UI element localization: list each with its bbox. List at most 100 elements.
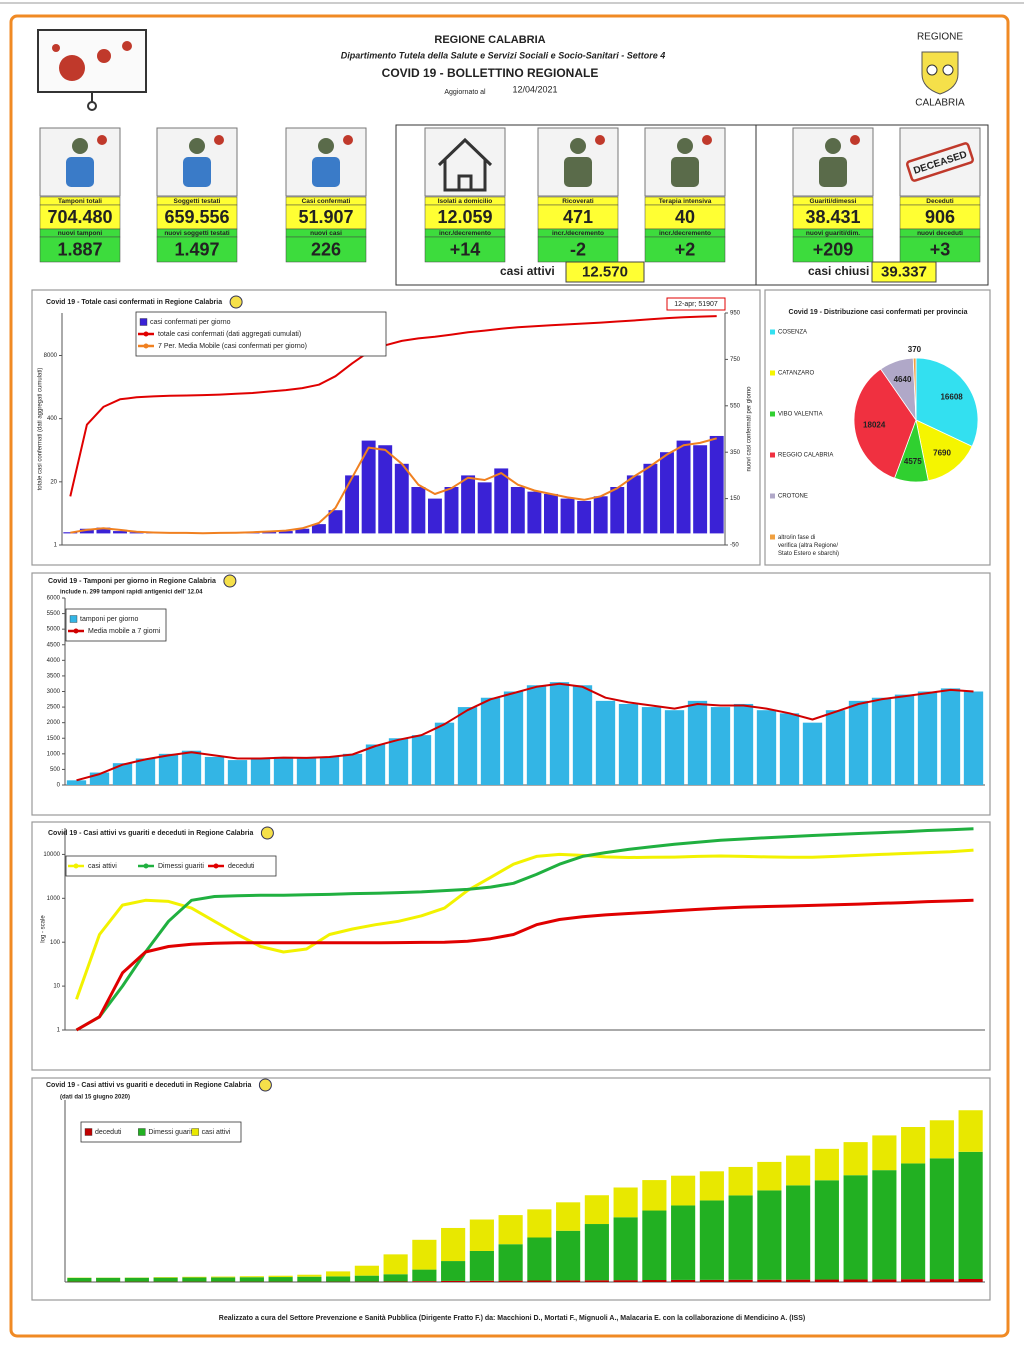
chart-logo	[260, 826, 274, 840]
kpi-label: Tamponi totali	[58, 198, 102, 205]
bar	[124, 1277, 149, 1282]
bar	[469, 1219, 494, 1251]
bar	[378, 445, 393, 534]
legend-swatch	[770, 329, 775, 335]
legend-label: CATANZARO	[778, 371, 814, 377]
bar	[699, 1200, 724, 1280]
legend-label: deceduti	[228, 863, 255, 870]
pie-value-label: 18024	[863, 420, 886, 429]
bar	[239, 1276, 264, 1278]
bar	[135, 758, 156, 785]
bar	[901, 1163, 926, 1280]
legend-label: COSENZA	[778, 330, 807, 336]
bar	[461, 475, 476, 534]
bar	[361, 440, 376, 534]
y-tick-label: 5000	[47, 627, 61, 633]
kpi-delta: 226	[311, 239, 341, 259]
y-tick-label: 1	[57, 1028, 61, 1034]
bar	[728, 1166, 753, 1196]
updated-date: 12/04/2021	[512, 84, 557, 94]
bar	[560, 498, 575, 534]
icon-dot	[214, 135, 224, 145]
left-logo	[37, 29, 147, 111]
legend-box	[80, 1121, 242, 1143]
bar	[427, 498, 442, 534]
stamp-frame	[906, 142, 974, 182]
legend-box	[135, 311, 387, 357]
bar	[227, 760, 248, 785]
bar	[814, 1148, 839, 1181]
bar	[383, 1274, 408, 1282]
y-tick-label: 4000	[47, 658, 61, 664]
bar	[469, 1280, 494, 1282]
legend-swatch	[84, 1128, 93, 1136]
bar	[610, 487, 625, 534]
bar	[757, 1190, 782, 1280]
bar	[618, 703, 639, 785]
bar	[96, 527, 111, 534]
bar	[660, 452, 674, 534]
bar	[469, 1250, 494, 1281]
legend-label: deceduti	[95, 1129, 122, 1136]
bar	[66, 780, 87, 785]
legend-label: totale casi confermati (dati aggregati c…	[158, 331, 301, 338]
bar	[181, 750, 202, 785]
bar	[577, 500, 592, 534]
bar	[642, 1210, 667, 1281]
kpi-delta: +14	[450, 239, 481, 259]
bar	[239, 1277, 264, 1282]
bar	[268, 1277, 293, 1282]
kpi-delta-bg	[156, 236, 238, 263]
bar	[441, 1261, 466, 1281]
bar	[958, 1110, 983, 1152]
y2-tick-label: 950	[730, 311, 741, 317]
bar	[556, 1280, 581, 1282]
bar	[901, 1279, 926, 1282]
bar	[710, 707, 731, 785]
bar	[503, 691, 524, 785]
y-tick-label: 10000	[43, 852, 60, 858]
y2-tick-label: 150	[730, 496, 741, 502]
bar	[843, 1175, 868, 1280]
icon-head	[825, 138, 841, 154]
bar	[613, 1217, 638, 1281]
legend-label: casi attivi	[88, 863, 117, 870]
bar	[278, 531, 293, 534]
pie-value-label: 370	[908, 345, 922, 354]
bar	[527, 1237, 552, 1281]
bar	[733, 703, 754, 785]
kpi-delta: -2	[570, 239, 586, 259]
legend-swatch	[138, 1128, 146, 1136]
chart-title: Covid 19 - Casi attivi vs guariti e dece…	[46, 1082, 251, 1089]
kpi-delta-bg	[424, 236, 506, 263]
icon-dot	[97, 135, 107, 145]
summary-value: 12.570	[582, 263, 628, 280]
bar	[328, 510, 343, 534]
kpi-value: 906	[925, 207, 955, 227]
kpi-value: 51.907	[298, 207, 353, 227]
kpi-label: Soggetti testati	[174, 198, 221, 205]
legend-marker	[73, 628, 79, 634]
department: Dipartimento Tutela della Salute e Servi…	[341, 50, 665, 60]
bar	[412, 1269, 437, 1282]
bar	[342, 753, 363, 785]
line	[75, 898, 974, 1032]
kpi-delta-bg	[899, 236, 981, 263]
icon-head	[72, 138, 88, 154]
bar	[250, 758, 271, 785]
bar	[498, 1215, 523, 1245]
bar	[728, 1279, 753, 1282]
kpi-group	[755, 124, 989, 286]
kpi-value: 12.059	[437, 207, 492, 227]
bar	[584, 1224, 609, 1281]
bar	[676, 440, 691, 534]
bar	[345, 475, 360, 534]
chart-subtitle: (dati dal 15 giugno 2020)	[60, 1095, 130, 1101]
y-tick-label: 10	[53, 984, 60, 990]
bar	[958, 1279, 983, 1282]
bar	[319, 756, 340, 785]
bar	[498, 1280, 523, 1282]
bar	[365, 744, 386, 785]
legend-marker	[143, 863, 149, 869]
icon-body	[564, 157, 592, 187]
